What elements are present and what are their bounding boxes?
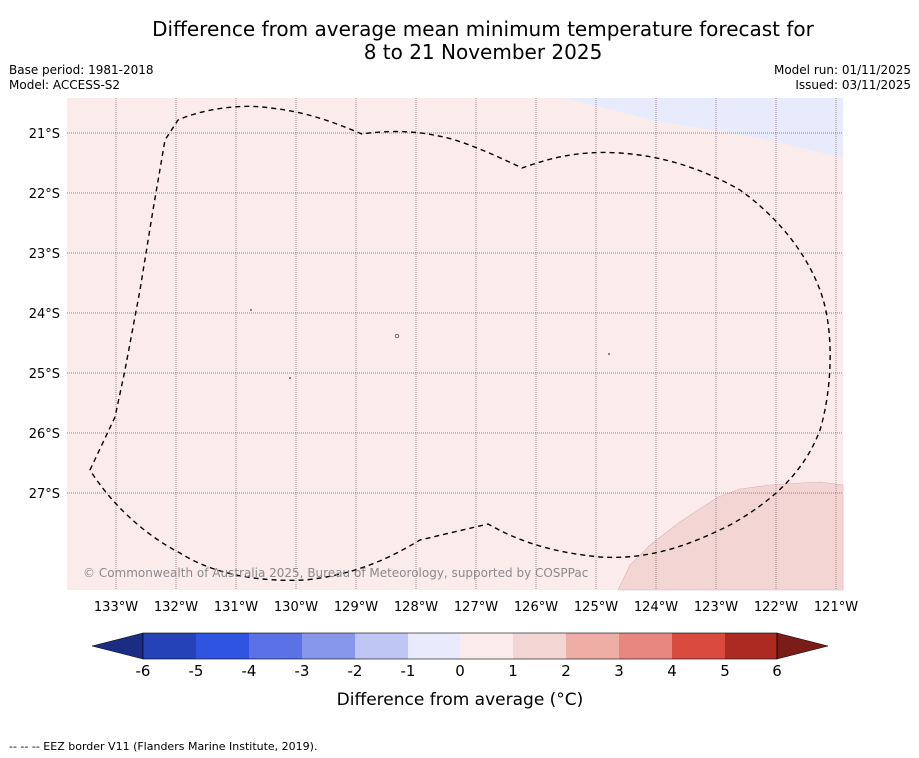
colorbar-segment — [619, 633, 672, 659]
colorbar: -6 -5 -4 -3 -2 -1 0 1 2 3 4 5 6 Differen… — [91, 632, 829, 710]
lon-label: 124°W — [634, 600, 678, 615]
island-speck-3 — [608, 353, 610, 355]
model-run: Model run: 01/11/2025 — [773, 63, 911, 77]
eez-legend-note: -- -- -- EEZ border V11 (Flanders Marine… — [9, 740, 318, 753]
lat-label: 24°S — [29, 307, 60, 322]
colorbar-segment — [725, 633, 777, 659]
copyright-text: © Commonwealth of Australia 2025, Bureau… — [83, 566, 588, 580]
island-speck-2 — [394, 333, 400, 339]
lon-label: 129°W — [334, 600, 378, 615]
issued-date: Issued: 03/11/2025 — [795, 78, 911, 92]
lat-label: 21°S — [29, 127, 60, 142]
colorbar-segment — [196, 633, 249, 659]
chart-title: Difference from average mean minimum tem… — [0, 18, 919, 64]
lon-label: 127°W — [454, 600, 498, 615]
lon-label: 123°W — [694, 600, 738, 615]
lat-label: 27°S — [29, 487, 60, 502]
longitude-gridlines — [115, 98, 837, 590]
island-speck-4 — [289, 377, 291, 379]
island-markers — [250, 309, 610, 379]
colorbar-segment-above-6 — [776, 632, 829, 660]
meta-left: Base period: 1981-2018 Model: ACCESS-S2 — [9, 63, 154, 93]
colorbar-tick-label: -2 — [348, 662, 363, 680]
colorbar-tick-label: -1 — [401, 662, 416, 680]
colorbar-segment — [460, 633, 513, 659]
eez-border-line — [89, 105, 831, 582]
lon-label: 133°W — [94, 600, 138, 615]
colorbar-segment — [672, 633, 725, 659]
lon-label: 130°W — [274, 600, 318, 615]
colorbar-tick-label: -6 — [136, 662, 151, 680]
colorbar-tick-label: 6 — [772, 662, 782, 680]
title-line-2: 8 to 21 November 2025 — [363, 40, 603, 64]
anomaly-region-1-to-2 — [617, 481, 844, 591]
lon-label: 122°W — [754, 600, 798, 615]
colorbar-axis-label: Difference from average (°C) — [337, 690, 584, 710]
lon-label: 125°W — [574, 600, 618, 615]
colorbar-tick-label: 3 — [614, 662, 624, 680]
colorbar-segment — [408, 633, 460, 659]
colorbar-segment — [143, 633, 196, 659]
lon-label: 128°W — [394, 600, 438, 615]
colorbar-segment — [355, 633, 408, 659]
island-speck-1 — [250, 309, 252, 311]
lat-label: 25°S — [29, 367, 60, 382]
colorbar-segment-below-minus6 — [91, 632, 144, 660]
latitude-gridlines — [67, 132, 843, 494]
colorbar-tick-label: 2 — [561, 662, 571, 680]
colorbar-outline — [142, 632, 778, 660]
lon-label: 132°W — [154, 600, 198, 615]
lat-label: 22°S — [29, 187, 60, 202]
base-period: Base period: 1981-2018 — [9, 63, 154, 77]
colorbar-tick-label: 1 — [508, 662, 518, 680]
colorbar-tick-label: -4 — [242, 662, 257, 680]
anomaly-region-minus1-to-0 — [565, 98, 843, 158]
colorbar-tick-label: -3 — [295, 662, 310, 680]
longitude-labels: 133°W 132°W 131°W 130°W 129°W 128°W 127°… — [94, 600, 858, 615]
lon-label: 126°W — [514, 600, 558, 615]
colorbar-tick-labels: -6 -5 -4 -3 -2 -1 0 1 2 3 4 5 6 — [136, 662, 782, 680]
colorbar-segment — [302, 633, 355, 659]
meta-right: Model run: 01/11/2025 Issued: 03/11/2025 — [774, 63, 911, 93]
lon-label: 121°W — [814, 600, 858, 615]
colorbar-segment — [249, 633, 302, 659]
model-name: Model: ACCESS-S2 — [9, 78, 121, 92]
lat-label: 26°S — [29, 427, 60, 442]
lat-label: 23°S — [29, 247, 60, 262]
title-line-1: Difference from average mean minimum tem… — [152, 17, 814, 41]
latitude-labels: 21°S 22°S 23°S 24°S 25°S 26°S 27°S — [29, 127, 60, 502]
map-figure: © Commonwealth of Australia 2025, Bureau… — [29, 98, 858, 710]
colorbar-tick-label: 5 — [720, 662, 730, 680]
colorbar-segment — [566, 633, 619, 659]
colorbar-segment — [513, 633, 566, 659]
lon-label: 131°W — [214, 600, 258, 615]
colorbar-tick-label: 4 — [667, 662, 677, 680]
colorbar-tick-label: -5 — [189, 662, 204, 680]
colorbar-tick-label: 0 — [455, 662, 465, 680]
